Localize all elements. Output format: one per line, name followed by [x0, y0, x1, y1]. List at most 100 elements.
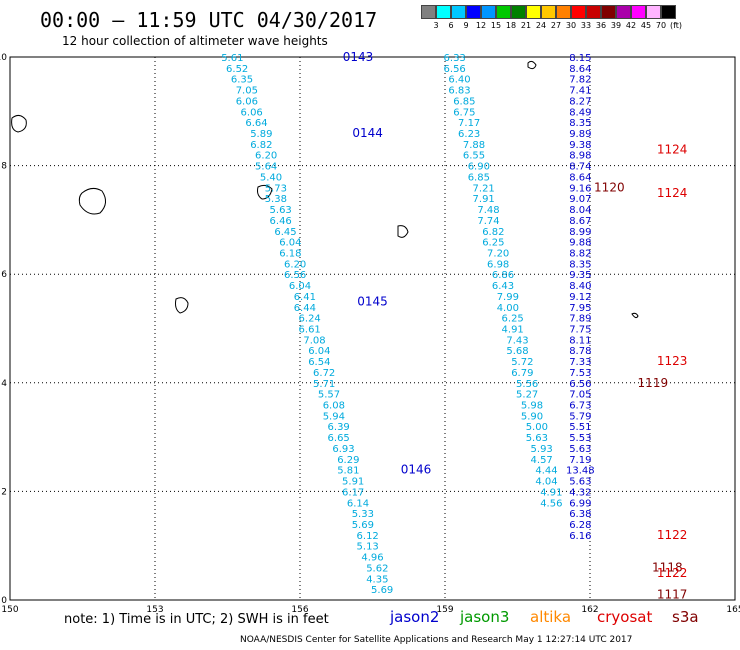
pass-time-label: 1124 — [657, 142, 688, 156]
wave-height-value: 5.63 — [569, 477, 591, 488]
wave-height-value: 6.72 — [313, 368, 335, 379]
island-outline — [398, 226, 408, 238]
wave-height-value: 6.56 — [284, 270, 306, 281]
wave-height-value: 8.64 — [569, 172, 591, 183]
wave-height-value: 7.99 — [497, 292, 519, 303]
wave-height-value: 5.69 — [371, 585, 393, 596]
wave-height-value: 5.63 — [526, 433, 548, 444]
wave-height-value: 6.25 — [482, 238, 504, 249]
wave-height-value: 6.99 — [569, 498, 591, 509]
wave-height-value: 6.39 — [328, 422, 350, 433]
wave-height-value: 5.73 — [265, 183, 287, 194]
wave-height-value: 6.82 — [482, 227, 504, 238]
wave-height-value: 6.23 — [458, 129, 480, 140]
legend-jason2: jason2 — [390, 608, 439, 626]
wave-height-value: 7.48 — [477, 205, 499, 216]
wave-height-value: 7.75 — [569, 325, 591, 336]
pass-time-label: 0144 — [352, 126, 383, 140]
wave-height-value: 9.12 — [569, 292, 591, 303]
wave-height-value: 5.68 — [506, 346, 528, 357]
wave-height-value: 6.98 — [487, 259, 509, 270]
wave-height-value: 6.08 — [323, 401, 345, 412]
wave-height-value: 4.00 — [497, 303, 519, 314]
wave-height-value: 6.29 — [337, 455, 359, 466]
wave-height-value: 8.35 — [569, 259, 591, 270]
x-tick-label: 165 — [726, 605, 740, 615]
wave-height-value: 5.90 — [521, 411, 543, 422]
wave-height-value: 6.55 — [463, 151, 485, 162]
wave-height-value: 9.89 — [569, 129, 591, 140]
wave-height-value: 6.54 — [308, 357, 330, 368]
wave-height-value: 9.35 — [569, 270, 591, 281]
wave-height-value: 5.27 — [516, 390, 538, 401]
wave-height-value: 6.16 — [569, 531, 591, 542]
wave-height-value: 6.85 — [453, 96, 475, 107]
wave-height-value: 6.38 — [569, 509, 591, 520]
wave-height-value: 5.57 — [318, 390, 340, 401]
wave-height-value: 5.71 — [313, 379, 335, 390]
wave-height-value: 6.61 — [299, 325, 321, 336]
wave-height-value: 6.90 — [468, 162, 490, 173]
wave-height-value: 9.38 — [569, 140, 591, 151]
wave-height-value: 5.13 — [357, 542, 379, 553]
wave-height-value: 6.73 — [569, 401, 591, 412]
legend-altika: altika — [530, 608, 571, 626]
wave-height-value: 6.93 — [332, 444, 354, 455]
wave-height-value: 5.38 — [265, 194, 287, 205]
pass-time-label: 0143 — [343, 50, 374, 64]
wave-height-value: 8.64 — [569, 64, 591, 75]
wave-height-value: 6.24 — [299, 314, 321, 325]
wave-height-value: 6.40 — [448, 75, 470, 86]
island-outline — [79, 188, 105, 214]
wave-height-value: 7.21 — [473, 183, 495, 194]
wave-height-value: 4.04 — [535, 477, 557, 488]
wave-height-value: 6.12 — [357, 531, 379, 542]
wave-height-value: 8.11 — [569, 335, 591, 346]
wave-height-value: 4.57 — [531, 455, 553, 466]
wave-height-value: 8.98 — [569, 151, 591, 162]
wave-height-value: 5.81 — [337, 466, 359, 477]
wave-height-map: 15015315615916216502468105.616.526.357.0… — [0, 0, 740, 650]
wave-height-value: 4.56 — [540, 498, 562, 509]
wave-height-value: 6.18 — [279, 248, 301, 259]
wave-height-value: 5.94 — [323, 411, 345, 422]
wave-height-value: 4.91 — [540, 487, 562, 498]
wave-height-value: 8.15 — [569, 53, 591, 64]
wave-height-value: 9.88 — [569, 238, 591, 249]
island-outline — [12, 115, 27, 132]
wave-height-value: 6.75 — [453, 107, 475, 118]
wave-height-value: 5.93 — [531, 444, 553, 455]
wave-height-value: 8.82 — [569, 248, 591, 259]
wave-height-value: 6.20 — [255, 151, 277, 162]
wave-height-value: 5.53 — [569, 433, 591, 444]
wave-height-value: 6.65 — [328, 433, 350, 444]
pass-time-label: 1117 — [657, 588, 688, 602]
wave-height-value: 6.14 — [347, 498, 369, 509]
legend-s3a: s3a — [672, 608, 699, 626]
wave-height-value: 8.27 — [569, 96, 591, 107]
wave-height-value: 6.25 — [502, 314, 524, 325]
wave-height-value: 6.41 — [294, 292, 316, 303]
pass-time-label: 1122 — [657, 528, 688, 542]
wave-height-value: 6.52 — [226, 64, 248, 75]
island-outline — [528, 61, 536, 68]
wave-height-value: 7.53 — [569, 368, 591, 379]
wave-height-value: 6.33 — [444, 53, 466, 64]
y-tick-label: 6 — [1, 270, 7, 280]
wave-height-value: 9.16 — [569, 183, 591, 194]
wave-height-value: 7.33 — [569, 357, 591, 368]
x-tick-label: 150 — [1, 605, 18, 615]
wave-height-value: 6.56 — [444, 64, 466, 75]
pass-time-label: 0145 — [357, 294, 388, 308]
y-tick-label: 4 — [1, 379, 7, 389]
pass-time-label: 1124 — [657, 186, 688, 200]
y-tick-label: 10 — [0, 53, 7, 63]
wave-height-value: 4.44 — [535, 466, 557, 477]
wave-height-value: 5.62 — [366, 563, 388, 574]
wave-height-value: 5.72 — [511, 357, 533, 368]
wave-height-value: 6.04 — [289, 281, 311, 292]
wave-height-value: 5.64 — [255, 162, 277, 173]
wave-height-value: 6.82 — [250, 140, 272, 151]
wave-height-value: 7.08 — [303, 335, 325, 346]
wave-height-value: 7.82 — [569, 75, 591, 86]
